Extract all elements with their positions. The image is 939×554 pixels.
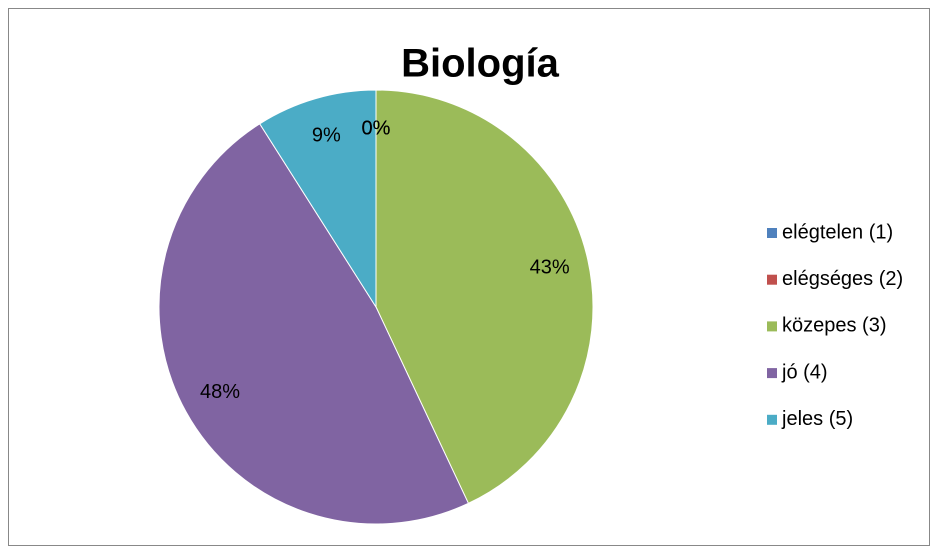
- legend-swatch: [767, 228, 777, 238]
- data-label: 0%: [362, 117, 391, 139]
- legend-label: jeles (5): [781, 408, 853, 430]
- data-label: 43%: [530, 256, 570, 278]
- legend-swatch: [767, 414, 777, 425]
- legend-swatch: [767, 368, 777, 379]
- legend-swatch: [767, 274, 777, 285]
- legend-swatch: [767, 321, 777, 332]
- data-label: 0%: [362, 117, 391, 139]
- legend-label: jó (4): [781, 361, 828, 383]
- chart-title: Biología: [401, 42, 560, 86]
- legend-label: közepes (3): [782, 315, 887, 337]
- legend-label: elégtelen (1): [782, 221, 893, 243]
- pie-slice: [375, 89, 594, 505]
- pie-slice: [158, 123, 470, 525]
- data-label: 48%: [200, 381, 240, 403]
- data-label: 9%: [312, 124, 341, 146]
- pie-slice: [259, 89, 377, 309]
- legend-label: elégséges (2): [782, 268, 903, 290]
